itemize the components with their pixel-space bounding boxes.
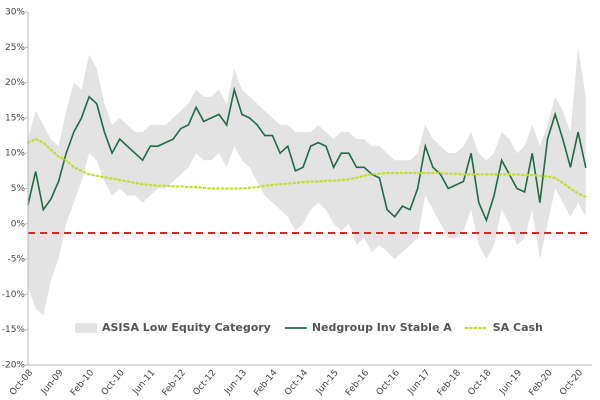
y-tick-label: -5% (7, 255, 25, 265)
x-tick-label: Oct-12 (191, 368, 218, 398)
x-tick-label: Jun-17 (406, 368, 433, 397)
x-tick-label: Feb-18 (436, 368, 464, 398)
x-tick-label: Jun-13 (222, 368, 249, 397)
x-tick-label: Oct-08 (8, 368, 35, 398)
x-tick-label: Feb-16 (344, 368, 372, 398)
x-tick-label: Oct-14 (283, 368, 310, 398)
y-tick-label: -15% (2, 325, 26, 335)
x-tick-label: Jun-19 (497, 368, 524, 397)
fund-line (27, 86, 587, 223)
legend-label: ASISA Low Equity Category (102, 321, 271, 334)
legend-swatch (75, 323, 97, 333)
y-tick-label: 15% (5, 113, 25, 123)
x-tick-label: Jun-11 (131, 368, 158, 397)
y-tick-label: 5% (11, 184, 26, 194)
y-tick-label: -20% (2, 361, 26, 371)
y-tick-label: 25% (5, 43, 25, 53)
legend-label: Nedgroup Inv Stable A (312, 321, 452, 334)
cash-line (26, 137, 587, 199)
y-tick-label: -10% (2, 290, 26, 300)
x-tick-label: Feb-14 (252, 368, 280, 398)
y-tick-label: 30% (5, 8, 25, 18)
y-tick-label: 0% (11, 219, 26, 229)
x-tick-label: Oct-16 (375, 368, 402, 398)
x-tick-label: Feb-12 (161, 368, 188, 398)
x-tick-label: Oct-18 (466, 368, 493, 398)
x-tick-label: Jun-15 (314, 368, 341, 397)
y-tick-label: 20% (5, 78, 25, 88)
x-tick-label: Oct-10 (100, 368, 127, 398)
y-tick-label: 10% (5, 149, 25, 159)
x-tick-label: Jun-09 (39, 368, 66, 397)
x-tick-label: Feb-10 (69, 368, 97, 398)
x-tick-label: Oct-20 (558, 368, 585, 398)
legend-label: SA Cash (493, 321, 543, 334)
x-tick-label: Feb-20 (527, 368, 555, 398)
